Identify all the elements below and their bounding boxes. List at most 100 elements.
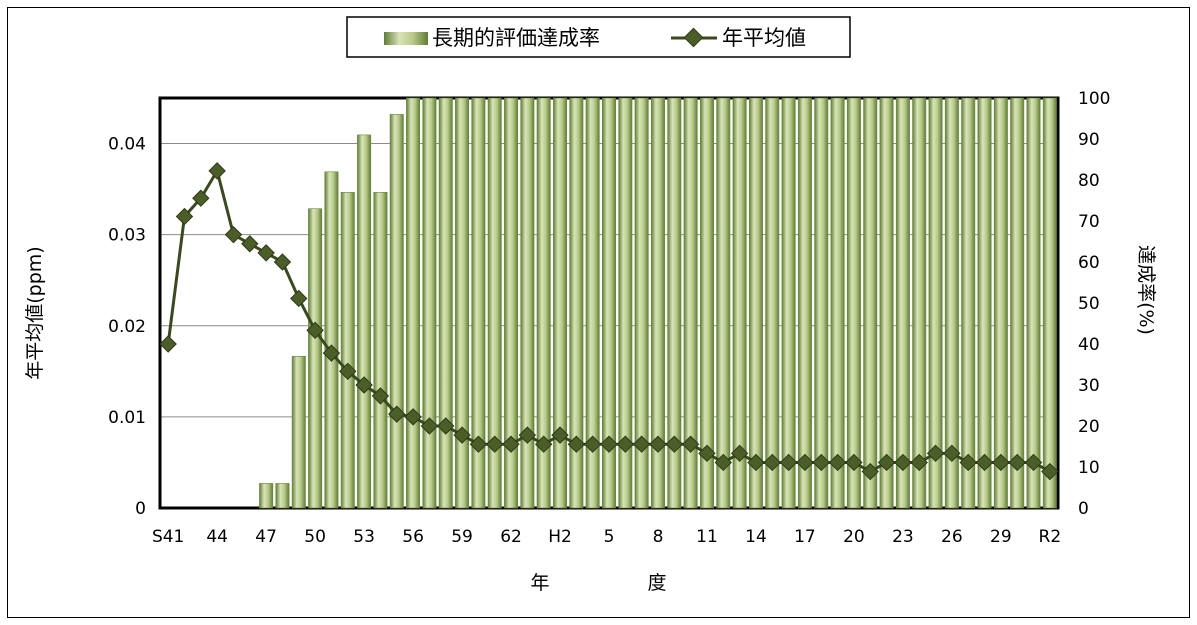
line-marker-16 [779,453,798,472]
line-marker-9 [665,435,684,453]
x-tick-label: 62 [500,527,522,547]
line-marker-R1 [1024,453,1043,472]
line-marker-7 [632,435,651,453]
x-tick-label: 20 [843,527,865,547]
bar-17 [797,97,812,509]
line-marker-44 [208,162,226,180]
right-axis-ticks: 0 10 20 30 40 50 60 70 80 90 100 [1078,89,1110,519]
legend-line-marker [683,27,704,48]
line-marker-10 [681,435,700,453]
bar-14 [748,97,763,509]
bar-60 [471,97,486,509]
line-marker-60 [469,435,488,453]
left-axis-ticks: 0 0.01 0.02 0.03 0.04 [108,135,146,519]
bar-3 [569,97,584,509]
bar-56 [406,97,421,509]
bar-16 [781,97,796,509]
line-marker-52 [339,362,357,381]
x-tick-label: R2 [1039,527,1062,547]
left-tick-label: 0.01 [108,408,146,428]
bar-51 [324,171,339,509]
line-marker-43 [192,189,210,207]
x-tick-label: 5 [604,527,615,547]
bar-49 [291,355,306,509]
line-marker-30 [1008,453,1026,472]
bar-5 [602,97,616,509]
line-marker-50 [306,321,324,340]
bar-9 [667,97,682,509]
left-tick-label: 0.04 [108,135,146,155]
right-tick-label: 30 [1078,376,1100,396]
left-tick-label: 0 [135,499,146,519]
line-marker-25 [926,444,945,463]
bar-19 [830,97,845,509]
line-marker-4 [583,435,602,453]
right-tick-label: 60 [1078,253,1100,273]
line-marker-14 [747,453,765,472]
bar-53 [357,134,372,509]
line-marker-51 [322,344,341,362]
bar-6 [618,97,633,509]
right-tick-label: 0 [1078,499,1089,519]
bar-61 [487,97,502,509]
bar-59 [455,97,470,509]
line-marker-57 [420,417,439,435]
bar-8 [650,97,665,509]
bar-58 [438,97,453,509]
line-marker-46 [241,235,259,253]
line-marker-3 [567,435,586,453]
line-marker-62 [502,435,520,453]
x-tick-label: 17 [794,527,816,547]
bar-H1 [536,97,551,509]
bar-18 [814,97,829,509]
right-tick-label: 10 [1078,458,1100,478]
line-marker-28 [975,453,994,472]
bar-12 [716,97,731,509]
left-tick-label: 0.02 [108,317,146,337]
line-marker-21 [861,462,879,481]
line-marker-15 [763,453,781,472]
line-marker-53 [355,376,373,394]
line-marker-56 [404,408,422,426]
line-marker-47 [257,244,275,262]
x-tick-label: 50 [304,527,326,547]
line-marker-29 [992,453,1010,472]
line-marker-42 [175,207,194,226]
right-tick-label: 20 [1078,417,1100,437]
right-tick-label: 50 [1078,294,1100,314]
line-marker-49 [290,289,308,308]
x-axis-title-part1: 年 [530,572,549,594]
bar-22 [879,97,894,509]
line-marker-18 [812,453,830,472]
x-tick-label: 29 [990,527,1012,547]
line-marker-48 [273,253,292,271]
line-marker-24 [910,453,928,472]
bar-30 [1010,97,1025,509]
line-marker-26 [943,444,961,463]
right-tick-label: 100 [1078,89,1110,109]
line-marker-59 [453,426,471,444]
line-marker-20 [845,453,863,472]
bar-28 [977,97,992,509]
line-marker-H2 [551,426,569,444]
legend-bar-swatch [384,32,428,45]
left-axis-title: 年平均値(ppm) [24,246,46,379]
right-tick-label: 90 [1078,130,1100,150]
bar-13 [732,97,747,509]
bar-R1 [1026,97,1041,509]
line-marker-17 [796,453,814,472]
line-marker-23 [894,453,912,472]
line-marker-19 [828,453,847,472]
x-tick-label: 56 [402,527,424,547]
line-marker-22 [877,453,896,472]
bar-15 [765,97,780,509]
x-tick-label: H2 [548,527,572,547]
line-marker-54 [371,387,390,405]
bar-series-layer [259,97,1057,509]
x-tick-label: 14 [745,527,767,547]
bar-24 [912,97,927,509]
left-tick-label: 0.03 [108,226,146,246]
bar-25 [928,97,943,509]
line-marker-5 [600,435,618,453]
